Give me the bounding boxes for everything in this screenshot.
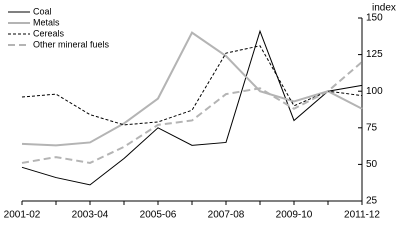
x-tick-label: 2003-04 xyxy=(72,210,109,221)
y-tick-label: 150 xyxy=(366,13,383,24)
series-line xyxy=(21,45,363,126)
series-line xyxy=(21,31,363,147)
y-tick-label: 50 xyxy=(366,159,378,170)
legend-label: Metals xyxy=(33,17,60,27)
legend-label: Coal xyxy=(33,6,52,16)
series-line xyxy=(21,29,363,186)
x-tick-label: 2001-02 xyxy=(4,210,41,221)
x-tick-label: 2007-08 xyxy=(208,210,245,221)
series-line xyxy=(21,61,363,164)
y-tick-label: 25 xyxy=(366,196,378,207)
x-tick-label: 2011-12 xyxy=(344,210,380,221)
y-tick-label: 125 xyxy=(366,49,383,60)
y-tick-label: 100 xyxy=(366,86,383,97)
legend-label: Cereals xyxy=(33,28,65,38)
legend-label: Other mineral fuels xyxy=(33,39,110,49)
y-tick-label: 75 xyxy=(366,122,378,133)
y-axis-label: index xyxy=(372,3,396,14)
x-tick-label: 2009-10 xyxy=(276,210,313,221)
page: index 25 50 75 100 125 150 2001-02 2003-04 2005-… xyxy=(3,2,396,221)
chart: index 25 50 75 100 125 150 2001-02 2003-04 2005-… xyxy=(4,3,396,221)
x-tick-label: 2005-06 xyxy=(140,210,177,221)
